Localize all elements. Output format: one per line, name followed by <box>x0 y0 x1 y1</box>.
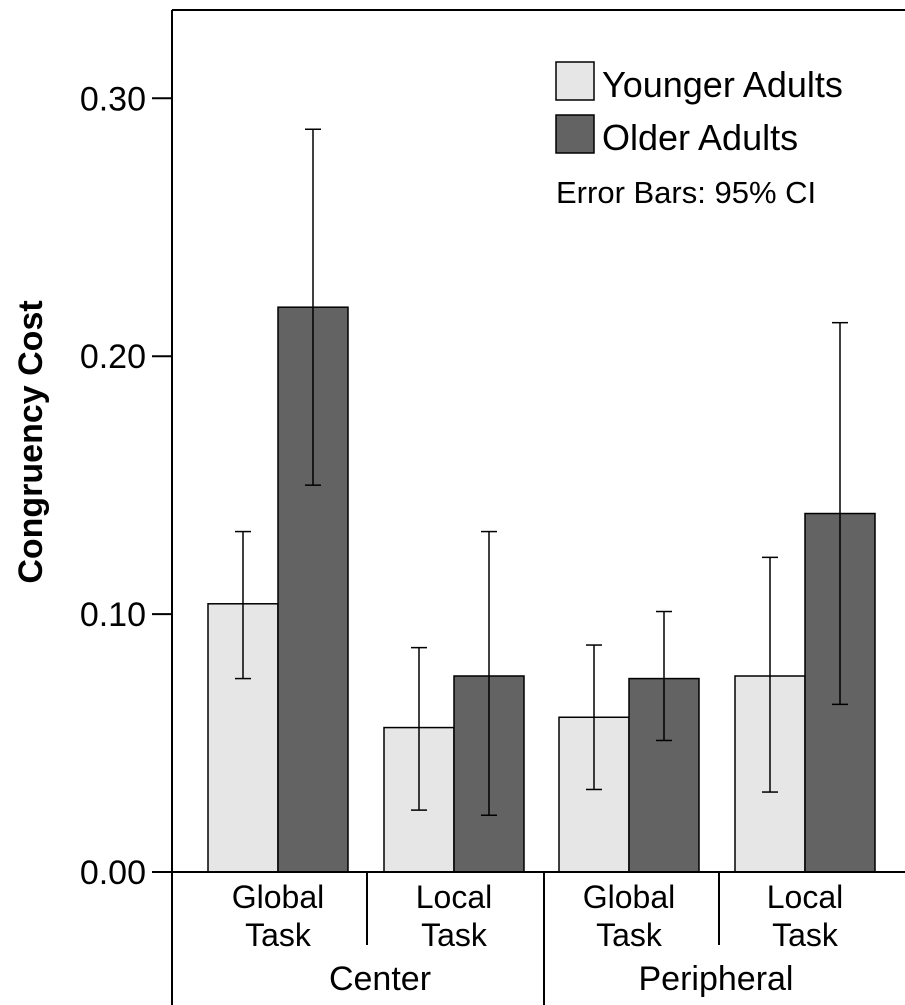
category-label-2-line2: Task <box>421 917 488 953</box>
y-axis-label: Congruency Cost <box>12 300 50 583</box>
legend: Younger Adults Older Adults Error Bars: … <box>555 61 843 210</box>
group-label-1: Center <box>329 960 431 998</box>
category-labels-layer: GlobalTaskLocalTaskGlobalTaskLocalTaskCe… <box>232 879 844 998</box>
y-ticks-layer: 0.00 0.10 0.20 0.30 <box>80 80 172 892</box>
axes-layer <box>152 9 905 1005</box>
error-bars-annotation: Error Bars: 95% CI <box>556 175 816 210</box>
legend-swatch-younger-adults <box>555 61 595 101</box>
y-tick-label-2: 0.10 <box>80 596 146 634</box>
error-bars-layer <box>235 128 848 817</box>
legend-label-older-adults: Older Adults <box>602 117 798 158</box>
y-tick-label-1: 0.00 <box>80 854 146 892</box>
category-label-1-line1: Global <box>232 879 325 915</box>
category-label-1-line2: Task <box>245 917 312 953</box>
group-label-2: Peripheral <box>639 960 794 998</box>
category-label-4-line1: Local <box>767 879 844 915</box>
category-label-3-line1: Global <box>583 879 676 915</box>
category-label-3-line2: Task <box>596 917 663 953</box>
legend-swatch-older-adults <box>555 114 595 154</box>
category-label-2-line1: Local <box>416 879 493 915</box>
category-label-4-line2: Task <box>772 917 839 953</box>
legend-label-younger-adults: Younger Adults <box>602 64 843 105</box>
bars-layer <box>207 306 876 873</box>
y-tick-label-3: 0.20 <box>80 338 146 376</box>
y-tick-label-4: 0.30 <box>80 80 146 118</box>
